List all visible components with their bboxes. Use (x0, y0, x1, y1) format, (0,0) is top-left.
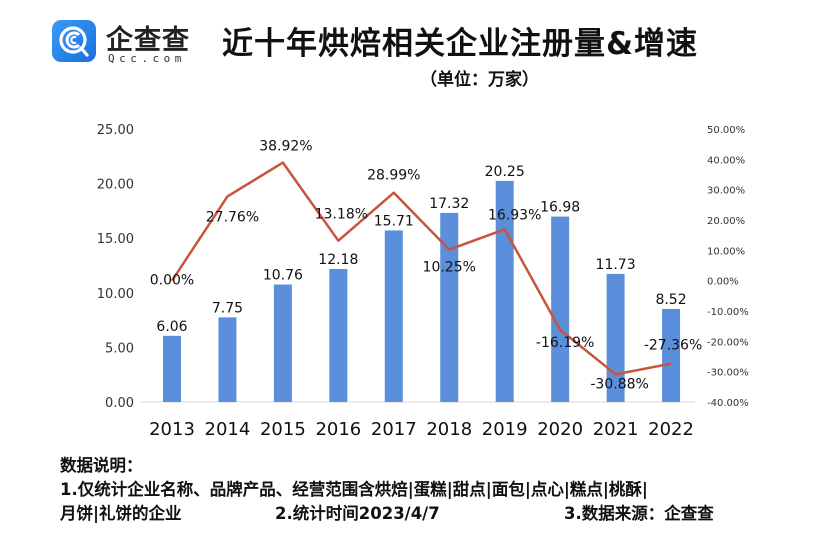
bar-2017 (384, 230, 403, 402)
qcc-magnifier-logo-icon (52, 20, 96, 62)
right-axis-tick: -10.00% (707, 307, 749, 318)
growth-value-label: 27.76% (206, 209, 259, 225)
bar-value-label: 17.32 (429, 196, 469, 212)
right-axis-tick: 10.00% (707, 246, 745, 257)
bar-value-label: 6.06 (156, 319, 187, 335)
x-axis-tick: 2020 (537, 419, 583, 440)
growth-value-label: 0.00% (150, 273, 194, 289)
growth-rate-line (170, 161, 672, 376)
bar-2022 (662, 308, 681, 402)
bar-value-label: 7.75 (212, 300, 243, 316)
logo-brand-name: 企查查 (106, 25, 190, 56)
right-axis-tick: 30.00% (707, 186, 745, 197)
right-axis-tick: 20.00% (707, 216, 745, 227)
bar-value-label: 20.25 (485, 164, 525, 180)
x-axis-tick: 2018 (426, 419, 472, 440)
growth-value-label: -27.36% (644, 338, 702, 354)
bar-2016 (329, 268, 348, 402)
x-axis-tick: 2022 (648, 419, 694, 440)
growth-value-label: 13.18% (315, 207, 368, 223)
bar-value-label: 8.52 (655, 292, 686, 308)
notes-heading: 数据说明： (60, 456, 143, 475)
qcc-logo: 企查查 Qcc.com (52, 20, 202, 65)
notes-line-1: 1.仅统计企业名称、品牌产品、经营范围含烘焙|蛋糕|甜点|面包|点心|糕点|桃酥… (60, 480, 648, 499)
growth-value-label: 10.25% (423, 260, 476, 276)
left-axis-tick: 25.00 (97, 123, 134, 138)
right-axis-tick: -20.00% (707, 337, 749, 348)
growth-value-label: 38.92% (259, 139, 312, 155)
right-axis-tick: -30.00% (707, 368, 749, 379)
right-axis-tick: 50.00% (707, 125, 745, 136)
left-axis-tick: 5.00 (105, 341, 134, 356)
left-axis-tick: 15.00 (97, 232, 134, 247)
x-axis-tick: 2014 (205, 419, 251, 440)
x-axis-tick: 2021 (593, 419, 639, 440)
left-axis-tick: 0.00 (105, 396, 134, 411)
right-axis-tick: 0.00% (707, 277, 739, 288)
bar-2014 (218, 317, 237, 402)
bar-2015 (273, 284, 292, 402)
bar-2020 (551, 216, 570, 402)
logo-domain: Qcc.com (108, 52, 186, 65)
notes-source: 3.数据来源：企查查 (564, 504, 714, 523)
right-axis-tick: 40.00% (707, 155, 745, 166)
bar-value-label: 16.98 (540, 200, 580, 216)
left-axis-tick: 10.00 (97, 287, 134, 302)
growth-value-label: 16.93% (488, 207, 541, 223)
bar-value-label: 10.76 (263, 268, 303, 284)
x-axis-tick: 2017 (371, 419, 417, 440)
growth-value-label: 28.99% (367, 168, 420, 184)
growth-value-label: -30.88% (590, 376, 648, 392)
x-axis-tick: 2019 (482, 419, 528, 440)
bar-value-label: 11.73 (596, 257, 636, 273)
notes-stat-date: 2.统计时间2023/4/7 (275, 504, 440, 523)
x-axis-tick: 2015 (260, 419, 306, 440)
data-notes: 数据说明： 1.仅统计企业名称、品牌产品、经营范围含烘焙|蛋糕|甜点|面包|点心… (60, 454, 714, 526)
bar-value-label: 15.71 (374, 213, 414, 229)
bar-2013 (163, 335, 181, 402)
chart-title: 近十年烘焙相关企业注册量&增速 (222, 26, 699, 62)
notes-line-2: 月饼|礼饼的企业 2.统计时间2023/4/7 3.数据来源：企查查 (60, 502, 714, 526)
right-axis-tick: -40.00% (707, 398, 749, 409)
x-axis-tick: 2013 (149, 419, 195, 440)
chart-unit: （单位：万家） (420, 70, 539, 90)
growth-value-label: -16.19% (536, 335, 594, 351)
notes-scope-end: 月饼|礼饼的企业 (60, 504, 182, 523)
bar-value-label: 12.18 (318, 252, 358, 268)
left-axis-tick: 20.00 (97, 178, 134, 193)
x-axis-tick: 2016 (315, 419, 361, 440)
bar-2018 (440, 212, 459, 402)
